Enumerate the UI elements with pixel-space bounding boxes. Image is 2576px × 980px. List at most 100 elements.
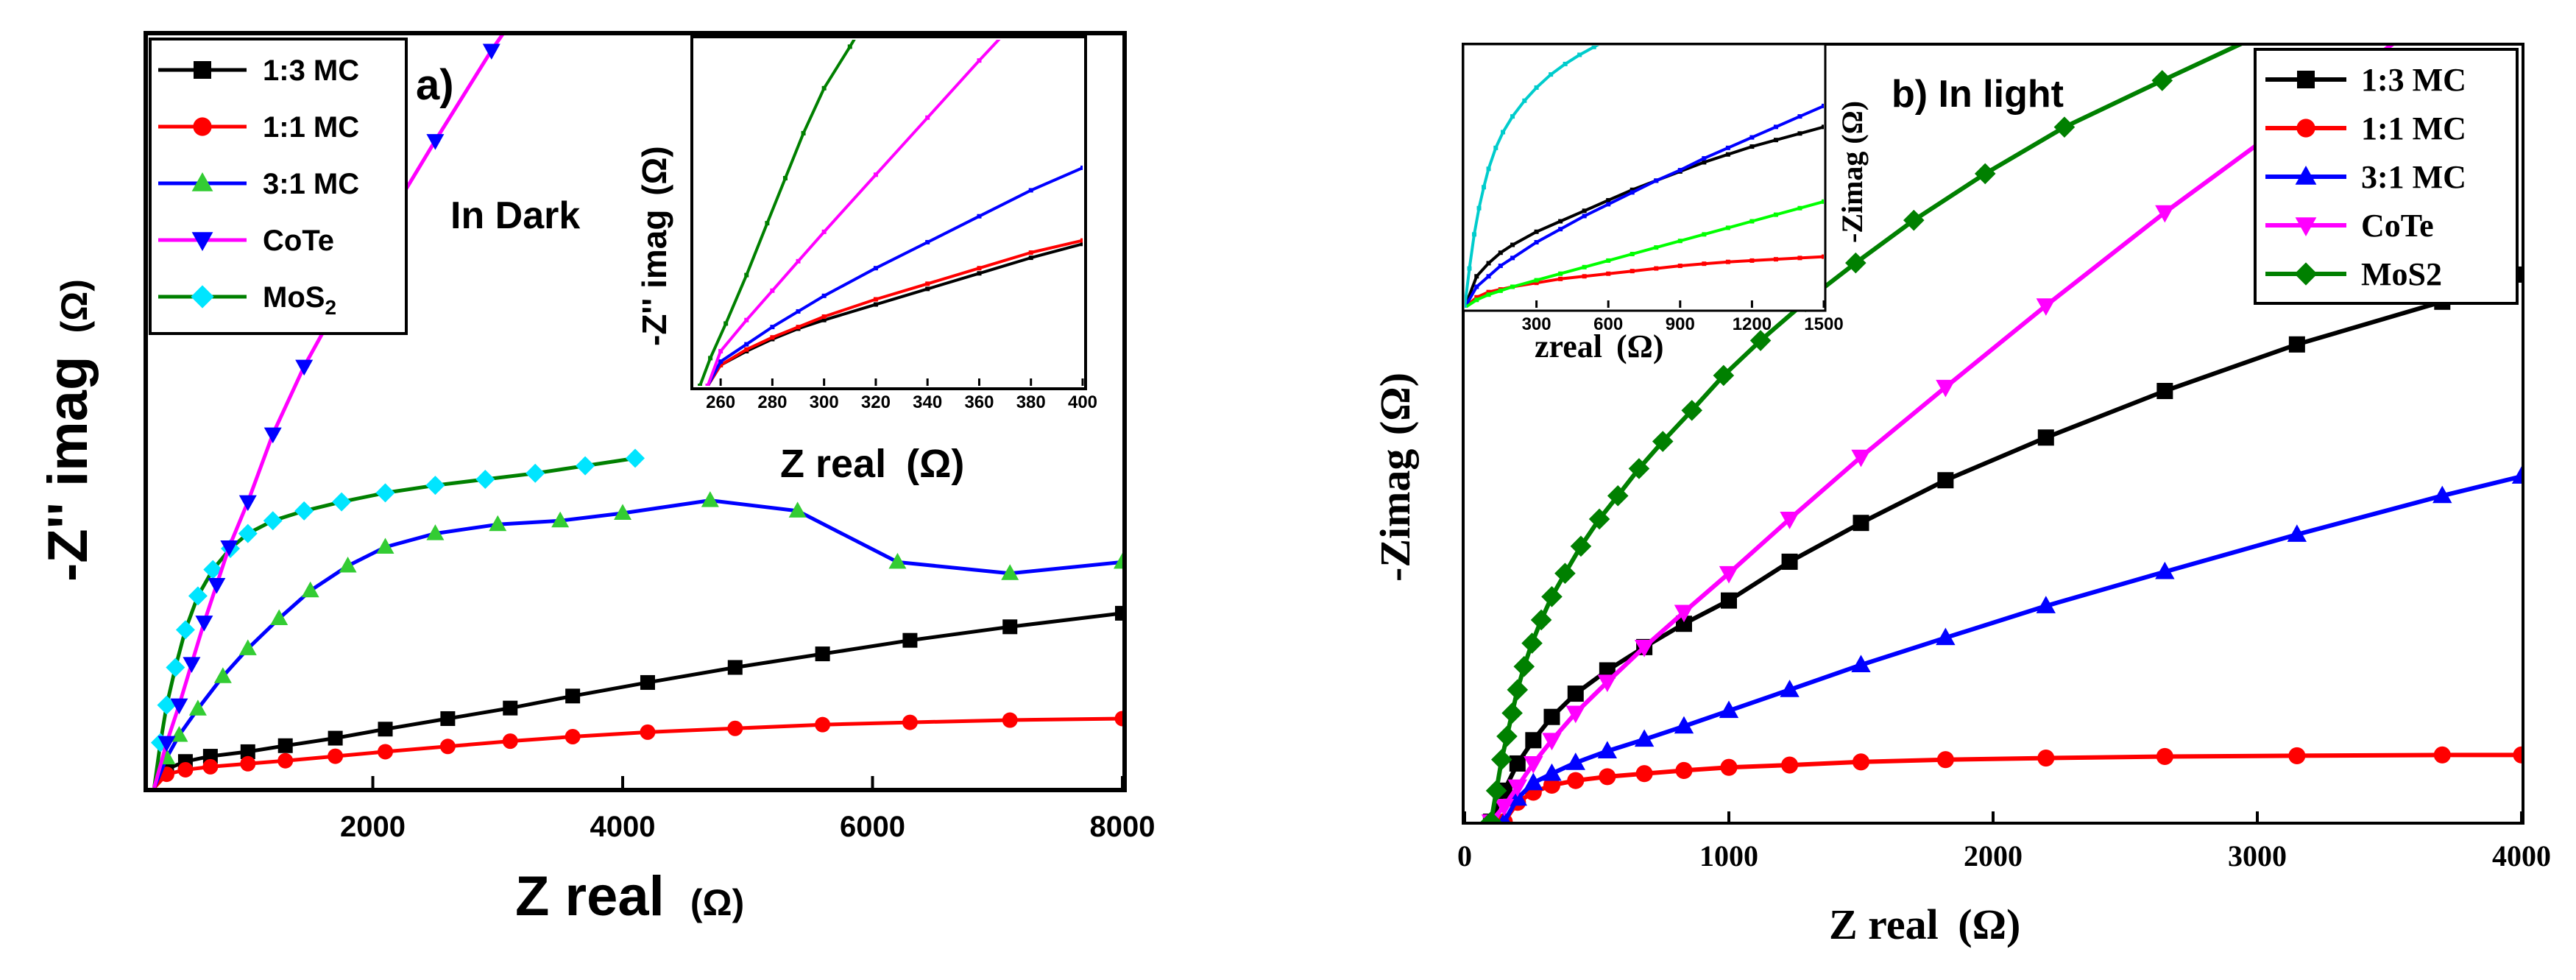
panel-b-inset-point-3-1-mc <box>1749 135 1755 140</box>
panel-a-inset-point-3-1-mc <box>744 342 749 347</box>
panel-b-point-1-1-mc <box>1852 753 1870 771</box>
panel-b-point-mos2 <box>2151 70 2173 91</box>
panel-a-inset-point-1-1-mc <box>1028 250 1033 255</box>
panel-a-inset-point-cote <box>1029 3 1033 7</box>
panel-a-inset-x-tick-label: 340 <box>913 392 942 412</box>
panel-b-point-mos2 <box>2053 116 2076 138</box>
panel-b-inset-point-3-1-mc <box>1474 284 1479 289</box>
panel-b-inset-point-mos2 <box>1482 185 1487 190</box>
panel-b-point-3-1-mc <box>2155 561 2175 579</box>
panel-a-legend: 1:3 MC 1:1 MC 3:1 MC CoTe MoS2 <box>149 38 408 335</box>
panel-a-inset-x-tick-label: 320 <box>861 392 891 412</box>
panel-a-inset-x-tick-label: 300 <box>810 392 839 412</box>
panel-a-line-cote <box>152 35 504 788</box>
panel-b-inset-point-1-3-mc <box>1534 229 1539 234</box>
panel-b-point-cote <box>1634 639 1655 658</box>
panel-b-x-ticks: 0 1000 2000 3000 4000 <box>1457 811 2551 873</box>
panel-a-point-cote <box>295 359 314 376</box>
panel-b-point-cote <box>1524 756 1543 774</box>
panel-a-point-1-1-mc <box>439 738 456 755</box>
panel-b-x-axis-label: Z real (Ω) <box>1829 900 2020 948</box>
panel-b-inset-x-ticks: 300 600 900 1200 1500 <box>1522 300 1844 334</box>
panel-b-inset-point-mos2 <box>1522 98 1527 103</box>
panel-b-inset-point-1-1-mc <box>1486 289 1491 295</box>
panel-b-inset-point-1-3-mc <box>1773 138 1778 143</box>
panel-b-inset-point-1-1-mc <box>1582 274 1587 279</box>
panel-a-inset-point-cote <box>977 58 982 63</box>
panel-b-inset-point-3-1-mc <box>1582 214 1587 219</box>
panel-b-inset-point-cote <box>1677 239 1682 244</box>
panel-a-x-axis-unit: (Ω) <box>690 882 744 923</box>
panel-a-legend-marker-mos2 <box>191 285 214 309</box>
panel-b-plot-frame <box>1462 43 2524 825</box>
panel-a-y-axis-unit: (Ω) <box>54 279 95 333</box>
panel-b-point-1-3-mc <box>1543 708 1560 725</box>
panel-b-x-tick-label: 0 <box>1457 839 1472 873</box>
panel-a-point-1-1-mc <box>727 720 743 736</box>
panel-b-inset-point-1-3-mc <box>1702 160 1707 165</box>
panel-b-point-mos2 <box>1713 364 1735 387</box>
panel-b-inset-point-mos2 <box>1591 46 1596 49</box>
panel-b-inset-point-3-1-mc <box>1558 227 1563 232</box>
panel-b-x-tick-label: 1000 <box>1699 839 1758 873</box>
panel-a-point-cote <box>238 495 257 512</box>
panel-a-inset-point-3-1-mc <box>977 214 982 219</box>
panel-b-point-1-3-mc <box>1853 515 1869 532</box>
panel-b-inset-point-1-3-mc <box>1797 131 1802 136</box>
panel-a-inset-y-axis-label-text: -Z'' imag <box>635 210 673 346</box>
panel-a-inset-x-tick-label: 380 <box>1016 392 1046 412</box>
panel-a-point-1-1-mc <box>1002 712 1018 728</box>
panel-b-point-1-1-mc <box>1599 768 1616 786</box>
panel-a-point-1-1-mc <box>902 714 918 730</box>
panel-b-x-tick-label: 4000 <box>2492 839 2551 873</box>
panel-b-title: b) In light <box>1892 73 2064 116</box>
panel-b-point-3-1-mc <box>1507 788 1527 806</box>
panel-b-point-3-1-mc <box>1719 700 1739 719</box>
panel-b-inset-point-mos2 <box>1618 30 1622 35</box>
panel-b-inset-point-mos2 <box>1606 37 1610 41</box>
panel-b-point-cote <box>1597 674 1618 693</box>
panel-b-point-1-1-mc <box>1543 776 1561 794</box>
panel-a-point-3-1-mc <box>426 524 445 540</box>
panel-b-legend-label-cote: CoTe <box>2361 208 2434 244</box>
panel-b-point-3-1-mc <box>1674 716 1694 734</box>
panel-a-y-axis-label: -Z'' imag (Ω) <box>37 279 99 582</box>
panel-b-inset-point-cote <box>1534 278 1539 283</box>
panel-b-point-3-1-mc <box>1936 627 1956 646</box>
panel-b-legend-entries: 1:3 MC 1:1 MC 3:1 MC CoTe MoS2 <box>2265 62 2466 292</box>
panel-b-inset-point-1-3-mc <box>1582 208 1587 214</box>
panel-b-point-1-1-mc <box>2037 750 2055 767</box>
panel-b-inset-point-1-3-mc <box>1749 144 1755 149</box>
panel-a-inset-point-mos2 <box>744 272 749 278</box>
panel-b-point-mos2 <box>1521 632 1543 654</box>
panel-a-point-mos2 <box>263 511 283 531</box>
panel-b-inset-point-3-1-mc <box>1534 240 1539 244</box>
panel-b-point-mos2 <box>1749 330 1772 351</box>
panel-b-point-3-1-mc <box>1597 741 1618 758</box>
panel-b-y-axis-label-text: -Zimag <box>1371 449 1419 582</box>
panel-b-point-mos2 <box>1588 508 1610 530</box>
panel-a-legend-entries: 1:3 MC 1:1 MC 3:1 MC CoTe MoS2 <box>158 54 359 319</box>
panel-a-point-mos2 <box>157 695 177 715</box>
panel-b-point-1-1-mc <box>1720 758 1738 776</box>
panel-b-point-mos2 <box>1485 780 1507 802</box>
panel-b-point-1-3-mc <box>1937 472 1954 489</box>
panel-b-inset-point-1-1-mc <box>1534 281 1539 286</box>
panel-a-point-cote <box>183 657 201 673</box>
panel-a-legend-label-mos2: MoS2 <box>263 281 336 319</box>
panel-a-inset-point-1-1-mc <box>770 335 775 340</box>
panel-b-inset-point-cote <box>1630 252 1635 257</box>
panel-a-point-3-1-mc <box>376 537 394 554</box>
panel-a-point-mos2 <box>576 456 595 476</box>
panel-b-point-cote <box>1936 379 1956 398</box>
panel-b-point-mos2 <box>1681 400 1703 421</box>
panel-a-point-1-3-mc <box>378 722 393 737</box>
panel-a-point-1-1-mc <box>277 752 294 769</box>
panel-a-point-1-3-mc <box>1115 605 1122 621</box>
panel-b-point-mos2 <box>1513 655 1535 677</box>
panel-b-point-cote <box>1565 705 1585 724</box>
panel-a-inset-x-axis-label-text: Z real <box>780 442 886 486</box>
panel-a-inset-series-group <box>698 3 1083 386</box>
panel-a-point-3-1-mc <box>701 491 719 507</box>
panel-b-inset-point-cote <box>1582 264 1587 269</box>
